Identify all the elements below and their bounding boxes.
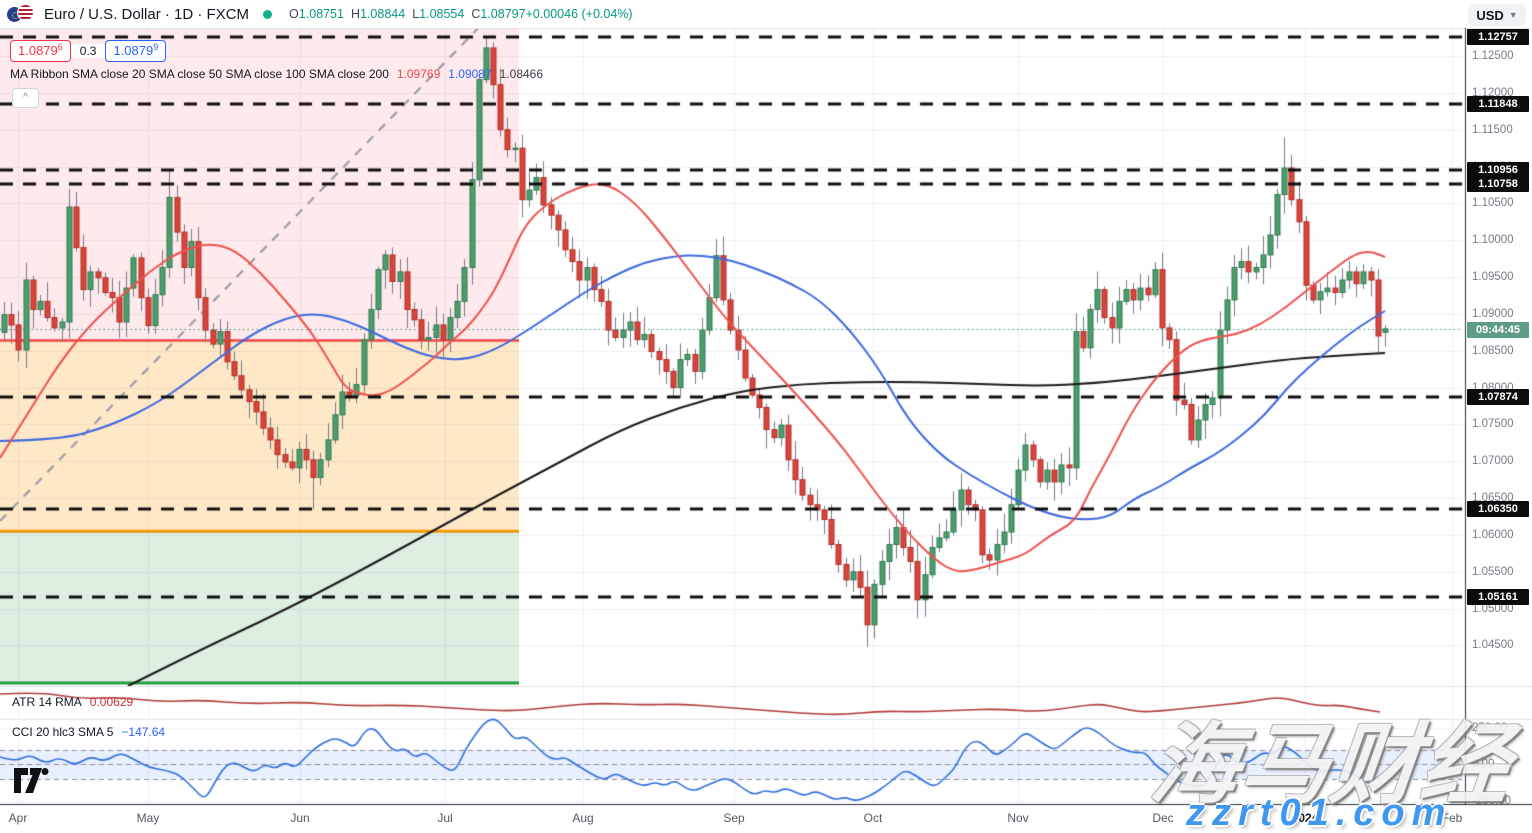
buy-price-box[interactable]: 1.0879 9 — [105, 40, 167, 62]
chevron-down-icon: ▼ — [1508, 10, 1518, 20]
time-axis-month-label: Oct — [863, 811, 883, 825]
close-label: C — [471, 7, 481, 21]
price-tick-label: 1.05500 — [1472, 565, 1514, 578]
time-axis-month-label: Dec — [1152, 811, 1174, 825]
level-price-badge: 1.10956 — [1467, 161, 1529, 178]
currency-label: USD — [1476, 7, 1504, 23]
open-value: 1.08751 — [298, 7, 344, 21]
close-value: 1.08797 — [480, 7, 526, 21]
sma200-value: 1.08466 — [499, 67, 544, 81]
low-value: 1.08554 — [419, 7, 465, 21]
time-axis-month-label: Jun — [290, 811, 310, 825]
tradingview-logo-icon[interactable] — [14, 768, 52, 793]
time-axis-month-label: Sep — [723, 811, 745, 825]
price-tick-label: 1.09500 — [1472, 271, 1514, 284]
open-label: O — [289, 7, 299, 21]
cci-value: −147.64 — [121, 725, 166, 739]
price-tick-label: 1.09000 — [1472, 307, 1514, 320]
ask-value: 1.0879 — [113, 43, 154, 58]
bid-pip-sup: 6 — [57, 42, 63, 52]
ma-ribbon-legend[interactable]: MA Ribbon SMA close 20 SMA close 50 SMA … — [10, 67, 543, 81]
level-price-badge: 1.07874 — [1467, 388, 1529, 405]
bar-countdown-badge: 09:44:45 — [1467, 321, 1529, 338]
chart-header: Euro / U.S. Dollar · 1D · FXCM O1.08751 H… — [0, 0, 1532, 28]
time-axis-month-label: Feb — [1441, 811, 1463, 825]
atr-value: 0.00629 — [89, 695, 134, 709]
price-axis[interactable]: 1.04500 1.05000 1.05500 1.06000 1.06500 1.070… — [1466, 28, 1532, 808]
cci-tick-label: 250.00 — [1472, 721, 1508, 734]
time-axis-month-label: Jul — [437, 811, 453, 825]
time-axis-month-label: Nov — [1007, 811, 1029, 825]
level-price-badge: 1.06350 — [1467, 501, 1529, 518]
eurusd-pair-logo-icon — [6, 4, 36, 24]
price-tick-label: 1.06000 — [1472, 528, 1514, 541]
time-axis-month-label: 2024 — [1291, 811, 1319, 825]
time-axis-month-label: Aug — [572, 811, 594, 825]
ma-ribbon-label: MA Ribbon SMA close 20 SMA close 50 SMA … — [10, 67, 389, 81]
price-tick-label: 1.08500 — [1472, 344, 1514, 357]
cci-indicator-legend[interactable]: CCI 20 hlc3 SMA 5 −147.64 — [12, 725, 165, 739]
price-tick-label: 1.11500 — [1472, 123, 1513, 136]
symbol-title[interactable]: Euro / U.S. Dollar · 1D · FXCM — [44, 5, 250, 23]
bid-value: 1.0879 — [18, 43, 58, 58]
price-tick-label: 1.07000 — [1472, 455, 1514, 468]
ohlc-readout: O1.08751 H1.08844 L1.08554 C1.08797+0.00046… — [282, 7, 633, 21]
cci-label: CCI 20 hlc3 SMA 5 — [12, 725, 114, 739]
cci-tick-label: -250.00 — [1472, 795, 1512, 808]
sell-price-box[interactable]: 1.0879 6 — [10, 40, 71, 62]
high-value: 1.08844 — [360, 7, 406, 21]
price-tick-label: 1.12500 — [1472, 50, 1514, 62]
sma50-value: 1.09087 — [448, 67, 492, 81]
cci-tick-label: 0.00 — [1472, 758, 1495, 771]
atr-indicator-legend[interactable]: ATR 14 RMA 0.00629 — [12, 695, 133, 709]
level-price-badge: 1.05161 — [1467, 588, 1529, 605]
price-tick-label: 1.05000 — [1472, 602, 1514, 615]
currency-dropdown-button[interactable]: USD ▼ — [1468, 4, 1526, 26]
collapse-pane-button[interactable]: ^ — [12, 88, 39, 108]
spread-label: 0.3 — [70, 44, 106, 58]
high-label: H — [350, 7, 360, 21]
sma20-value: 1.09769 — [396, 67, 441, 81]
level-price-badge: 1.11848 — [1467, 96, 1529, 113]
low-label: L — [412, 7, 420, 21]
level-price-badge: 1.10758 — [1467, 176, 1529, 193]
price-tick-label: 1.04500 — [1472, 639, 1514, 652]
atr-label: ATR 14 RMA — [12, 695, 82, 709]
price-tick-label: 1.10500 — [1472, 197, 1514, 210]
level-price-badge: 1.12757 — [1467, 29, 1529, 46]
time-axis-month-label: May — [136, 811, 160, 825]
bid-ask-row: 1.0879 6 0.3 1.0879 9 — [10, 40, 167, 62]
price-tick-label: 1.06500 — [1472, 492, 1514, 505]
time-axis-month-label: Apr — [8, 811, 28, 825]
us-flag-icon — [17, 4, 34, 21]
price-tick-label: 1.10000 — [1472, 234, 1514, 247]
ask-pip-sup: 9 — [153, 42, 159, 52]
change-value: +0.00046 (+0.04%) — [525, 7, 633, 21]
time-axis[interactable]: Apr May Jun Jul Aug Sep Oct Nov Dec 2024 Feb — [0, 805, 1532, 833]
price-tick-label: 1.12000 — [1472, 86, 1514, 99]
price-tick-label: 1.07500 — [1472, 418, 1514, 431]
market-open-dot-icon[interactable] — [263, 9, 273, 19]
